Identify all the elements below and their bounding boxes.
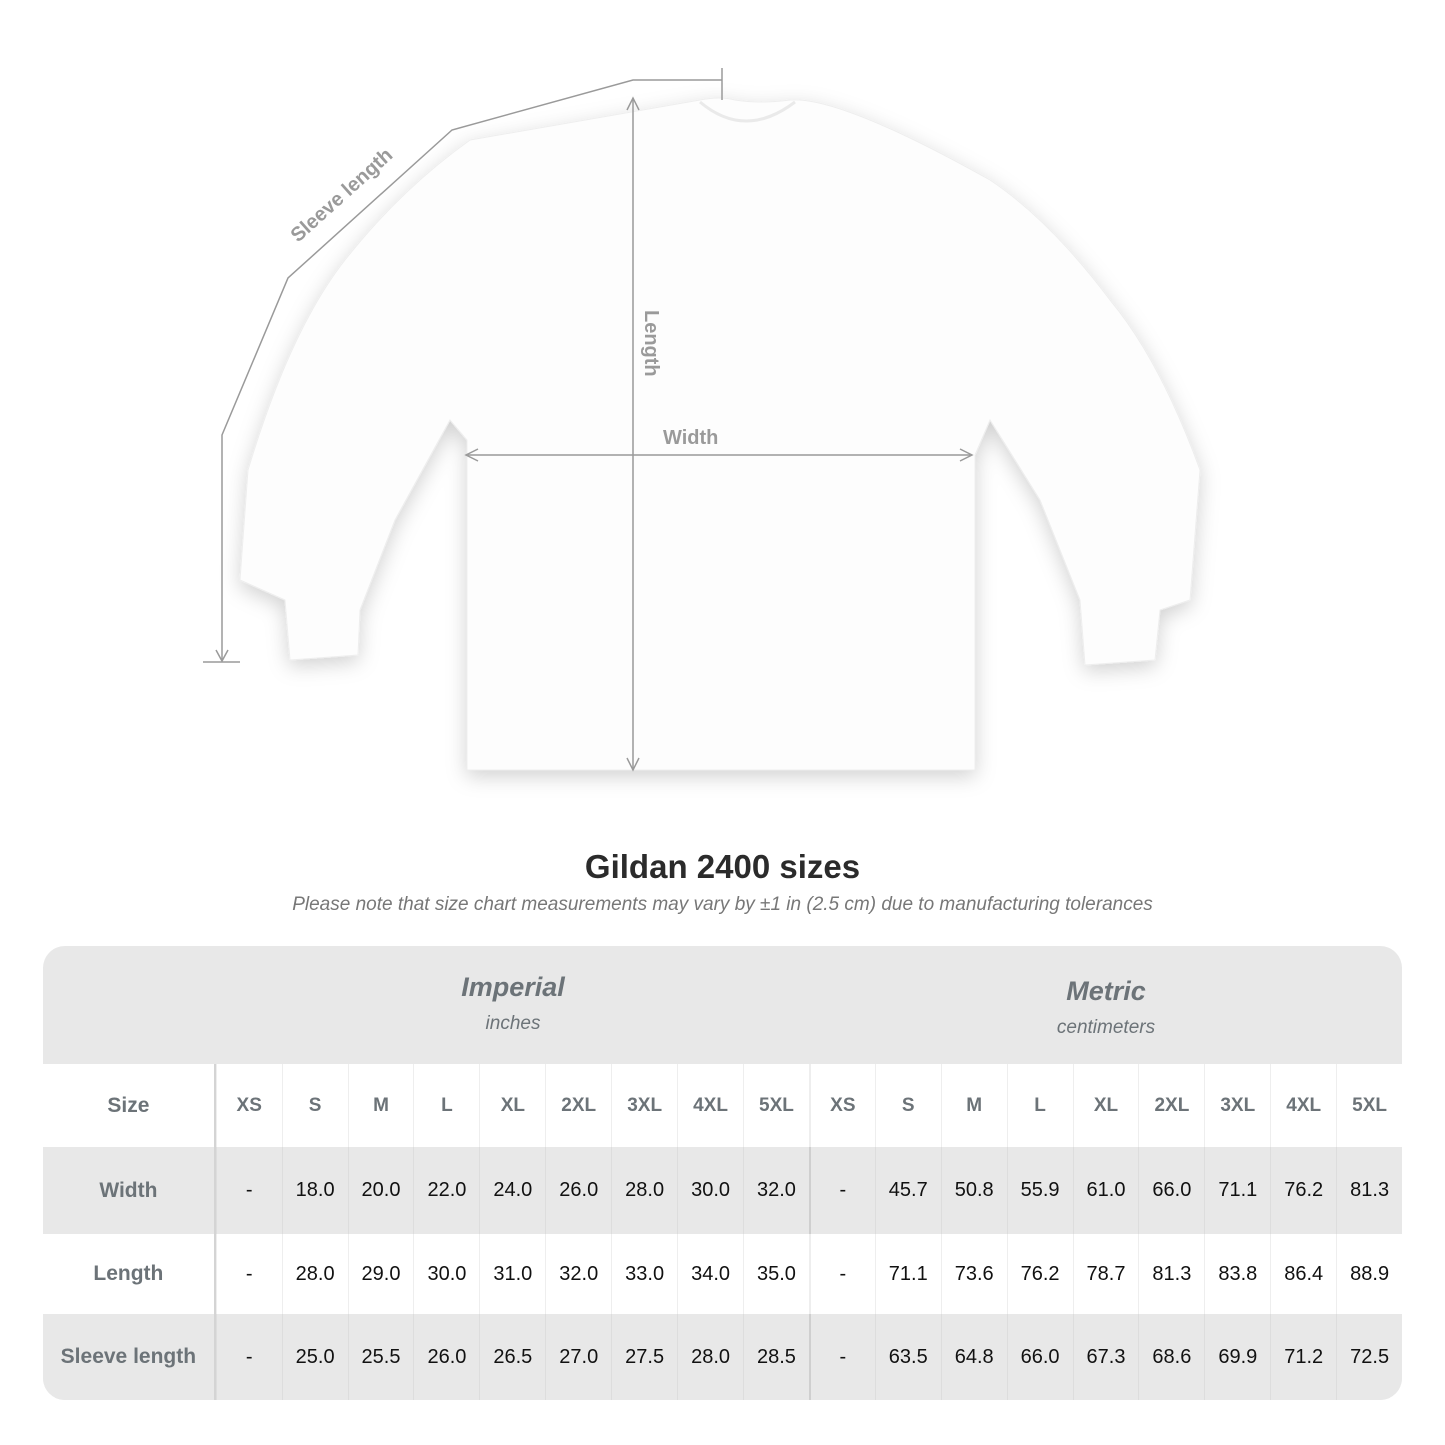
sleeve-length-row: Sleeve length -25.0 25.5 26.0 26.5 27.0 27.5 28… xyxy=(43,1314,1402,1400)
size-header-metric: M xyxy=(940,1064,1007,1147)
table-cell-metric: 66.0 xyxy=(1006,1314,1073,1400)
tolerance-note: Please note that size chart measurements… xyxy=(292,894,1153,915)
table-cell-imperial: 18.0 xyxy=(281,1147,348,1234)
table-cell-imperial: 28.0 xyxy=(611,1147,677,1234)
row-label: Size xyxy=(43,1064,216,1147)
table-cell-metric: 45.7 xyxy=(874,1147,941,1234)
size-header-imperial: 4XL xyxy=(677,1064,743,1147)
table-cell-metric: 68.6 xyxy=(1138,1314,1204,1400)
table-cell-imperial: - xyxy=(215,1147,282,1234)
size-header-imperial: 2XL xyxy=(545,1064,611,1147)
table-cell-imperial: 32.0 xyxy=(545,1234,611,1314)
size-header-metric: 5XL xyxy=(1336,1064,1402,1147)
size-header-imperial: M xyxy=(347,1064,414,1147)
table-cell-imperial: 25.5 xyxy=(347,1314,414,1400)
imperial-label: Imperial xyxy=(461,972,565,1002)
metric-header: Metric centimeters xyxy=(810,946,1402,1064)
table-cell-imperial: 28.5 xyxy=(743,1314,809,1400)
length-row: Length -28.0 29.0 30.0 31.0 32.0 33.0 34.0 35.0-… xyxy=(43,1234,1402,1314)
table-cell-imperial: 25.0 xyxy=(281,1314,348,1400)
table-cell-metric: 72.5 xyxy=(1336,1314,1402,1400)
table-cell-metric: 83.8 xyxy=(1204,1234,1270,1314)
metric-unit: centimeters xyxy=(1056,1017,1156,1038)
table-cell-imperial: 27.0 xyxy=(545,1314,611,1400)
table-cell-metric: 50.8 xyxy=(940,1147,1007,1234)
table-cell-metric: 55.9 xyxy=(1006,1147,1073,1234)
size-header-imperial: L xyxy=(413,1064,479,1147)
table-cell-metric: 63.5 xyxy=(874,1314,941,1400)
size-row: Size XS S M L XL 2XL 3XL 4XL 5XL XS S M L XL 2XL 3XL 4XL 5… xyxy=(43,1064,1402,1147)
table-cell-imperial: 26.5 xyxy=(479,1314,545,1400)
table-cell-imperial: 35.0 xyxy=(743,1234,809,1314)
table-cell-imperial: 28.0 xyxy=(677,1314,743,1400)
size-header-imperial: 5XL xyxy=(743,1064,809,1147)
table-cell-imperial: 30.0 xyxy=(677,1147,743,1234)
size-header-metric: L xyxy=(1006,1064,1073,1147)
table-cell-imperial: 29.0 xyxy=(347,1234,414,1314)
table-cell-metric: 67.3 xyxy=(1072,1314,1139,1400)
measurement-lines xyxy=(203,68,974,772)
table-cell-metric: - xyxy=(808,1234,875,1314)
table-cell-metric: 64.8 xyxy=(940,1314,1007,1400)
metric-label: Metric xyxy=(1066,976,1146,1006)
size-header-metric: 2XL xyxy=(1138,1064,1204,1147)
table-cell-metric: 81.3 xyxy=(1336,1147,1402,1234)
table-cell-imperial: 26.0 xyxy=(413,1314,479,1400)
shirt-diagram: Sleeve length Length Width xyxy=(203,68,1201,772)
table-cell-metric: 69.9 xyxy=(1204,1314,1270,1400)
size-header-metric: S xyxy=(874,1064,941,1147)
table-cell-imperial: - xyxy=(215,1234,282,1314)
table-cell-metric: - xyxy=(808,1147,875,1234)
length-label: Length xyxy=(640,310,662,377)
size-header-imperial: 3XL xyxy=(611,1064,677,1147)
table-cell-metric: 76.2 xyxy=(1270,1147,1336,1234)
table-cell-imperial: 24.0 xyxy=(479,1147,545,1234)
table-cell-metric: 86.4 xyxy=(1270,1234,1336,1314)
shirt-illustration xyxy=(239,97,1201,771)
table-cell-metric: 73.6 xyxy=(940,1234,1007,1314)
width-row: Width -18.0 20.0 22.0 24.0 26.0 28.0 30.0 32.0-4… xyxy=(43,1147,1402,1234)
table-cell-imperial: - xyxy=(215,1314,282,1400)
table-cell-imperial: 31.0 xyxy=(479,1234,545,1314)
table-cell-imperial: 30.0 xyxy=(413,1234,479,1314)
table-cell-imperial: 22.0 xyxy=(413,1147,479,1234)
page-title: Gildan 2400 sizes xyxy=(584,848,861,885)
table-cell-metric: 81.3 xyxy=(1138,1234,1204,1314)
table-cell-imperial: 20.0 xyxy=(347,1147,414,1234)
table-cell-imperial: 26.0 xyxy=(545,1147,611,1234)
size-header-metric: 4XL xyxy=(1270,1064,1336,1147)
width-label: Width xyxy=(663,427,718,449)
table-cell-imperial: 34.0 xyxy=(677,1234,743,1314)
row-label: Sleeve length xyxy=(43,1314,216,1400)
table-cell-metric: 71.2 xyxy=(1270,1314,1336,1400)
size-header-metric: 3XL xyxy=(1204,1064,1270,1147)
table-cell-metric: 88.9 xyxy=(1336,1234,1402,1314)
table-cell-metric: - xyxy=(808,1314,875,1400)
size-header-imperial: S xyxy=(281,1064,348,1147)
size-header-imperial: XS xyxy=(215,1064,282,1147)
size-header-metric: XS xyxy=(808,1064,875,1147)
size-header-imperial: XL xyxy=(479,1064,545,1147)
table-cell-metric: 66.0 xyxy=(1138,1147,1204,1234)
row-label: Width xyxy=(43,1147,216,1234)
table-cell-metric: 61.0 xyxy=(1072,1147,1139,1234)
size-table: Imperial inches Metric centimeters Size X… xyxy=(43,946,1402,1400)
table-cell-imperial: 32.0 xyxy=(743,1147,809,1234)
size-header-metric: XL xyxy=(1072,1064,1139,1147)
table-cell-metric: 71.1 xyxy=(1204,1147,1270,1234)
row-label: Length xyxy=(43,1234,216,1314)
table-cell-metric: 71.1 xyxy=(874,1234,941,1314)
table-cell-metric: 78.7 xyxy=(1072,1234,1139,1314)
table-cell-imperial: 28.0 xyxy=(281,1234,348,1314)
table-cell-imperial: 33.0 xyxy=(611,1234,677,1314)
imperial-unit: inches xyxy=(485,1013,541,1034)
table-cell-imperial: 27.5 xyxy=(611,1314,677,1400)
imperial-header: Imperial inches xyxy=(216,946,810,1064)
table-cell-metric: 76.2 xyxy=(1006,1234,1073,1314)
